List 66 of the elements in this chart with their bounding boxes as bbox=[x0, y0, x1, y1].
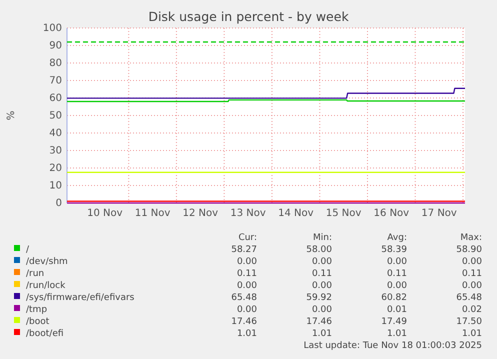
text: 59.92 bbox=[306, 293, 332, 303]
text: 0.00 bbox=[386, 281, 408, 291]
x-tick-label: 13 Nov bbox=[230, 208, 266, 220]
x-tick-label: 10 Nov bbox=[87, 208, 123, 220]
y-tick-label: 100 bbox=[42, 23, 62, 34]
x-tick-label: 17 Nov bbox=[421, 208, 457, 220]
text: 65.48 bbox=[231, 293, 258, 303]
legend-label: /run/lock bbox=[26, 281, 66, 291]
text: 0.00 bbox=[462, 257, 482, 267]
y-tick-label: 70 bbox=[49, 76, 62, 87]
text: 17.46 bbox=[231, 317, 258, 327]
text: 58.00 bbox=[306, 245, 332, 255]
text: 1.01 bbox=[462, 329, 482, 339]
text: 0.11 bbox=[462, 269, 482, 279]
y-tick-label: 80 bbox=[49, 58, 62, 70]
y-tick-label: 50 bbox=[49, 110, 62, 122]
x-tick-label: 15 Nov bbox=[326, 208, 362, 220]
text: 0.11 bbox=[236, 269, 257, 279]
x-tick-label: 11 Nov bbox=[134, 208, 170, 220]
text: 0.11 bbox=[386, 269, 407, 279]
x-tick-label: 12 Nov bbox=[182, 208, 218, 220]
y-tick-label: 60 bbox=[49, 93, 62, 104]
legend-label: /dev/shm bbox=[26, 257, 68, 267]
text: Min: bbox=[312, 233, 332, 243]
x-tick-label: 16 Nov bbox=[374, 208, 410, 220]
text: 0.00 bbox=[312, 305, 332, 315]
chart-title: Disk usage in percent - by week bbox=[148, 9, 350, 24]
text: 0.00 bbox=[236, 281, 258, 291]
text: 1.01 bbox=[312, 329, 332, 339]
y-tick-label: 10 bbox=[49, 180, 62, 192]
text: 1.01 bbox=[386, 329, 407, 339]
text: 0.11 bbox=[312, 269, 332, 279]
text: 0.01 bbox=[386, 305, 407, 315]
y-tick-label: 0 bbox=[56, 198, 62, 210]
legend-label: / bbox=[26, 245, 30, 255]
y-tick-label: 30 bbox=[49, 146, 62, 157]
text: 0.00 bbox=[462, 281, 482, 291]
text: Cur: bbox=[238, 233, 257, 243]
y-tick-label: 40 bbox=[49, 128, 62, 140]
text: 0.00 bbox=[312, 257, 332, 267]
text: 17.46 bbox=[306, 317, 332, 327]
text: 1.01 bbox=[236, 329, 257, 339]
x-tick-label: 14 Nov bbox=[278, 208, 314, 220]
legend-label: /tmp bbox=[26, 305, 48, 315]
text: 0.00 bbox=[236, 305, 258, 315]
text: Last update: Tue Nov 18 01:00:03 2025 bbox=[304, 341, 482, 351]
text: 0.00 bbox=[236, 257, 258, 267]
y-tick-label: 90 bbox=[49, 40, 62, 52]
legend-label: /run bbox=[26, 269, 44, 279]
text: 58.39 bbox=[381, 245, 408, 255]
legend-label: /sys/firmware/efi/efivars bbox=[26, 293, 135, 303]
y-axis-title: % bbox=[6, 110, 17, 120]
text: 65.48 bbox=[456, 293, 482, 303]
y-tick-label: 20 bbox=[49, 163, 62, 174]
text: Avg: bbox=[387, 233, 407, 243]
text: 58.90 bbox=[456, 245, 482, 255]
text: 17.50 bbox=[456, 317, 482, 327]
text: 0.00 bbox=[312, 281, 332, 291]
text: 17.49 bbox=[381, 317, 408, 327]
legend-label: /boot/efi bbox=[26, 329, 64, 339]
text: 58.27 bbox=[231, 245, 257, 255]
text: Max: bbox=[460, 233, 482, 243]
text: 0.02 bbox=[462, 305, 482, 315]
text: 60.82 bbox=[381, 293, 407, 303]
legend-label: /boot bbox=[26, 317, 50, 327]
text: 0.00 bbox=[386, 257, 408, 267]
